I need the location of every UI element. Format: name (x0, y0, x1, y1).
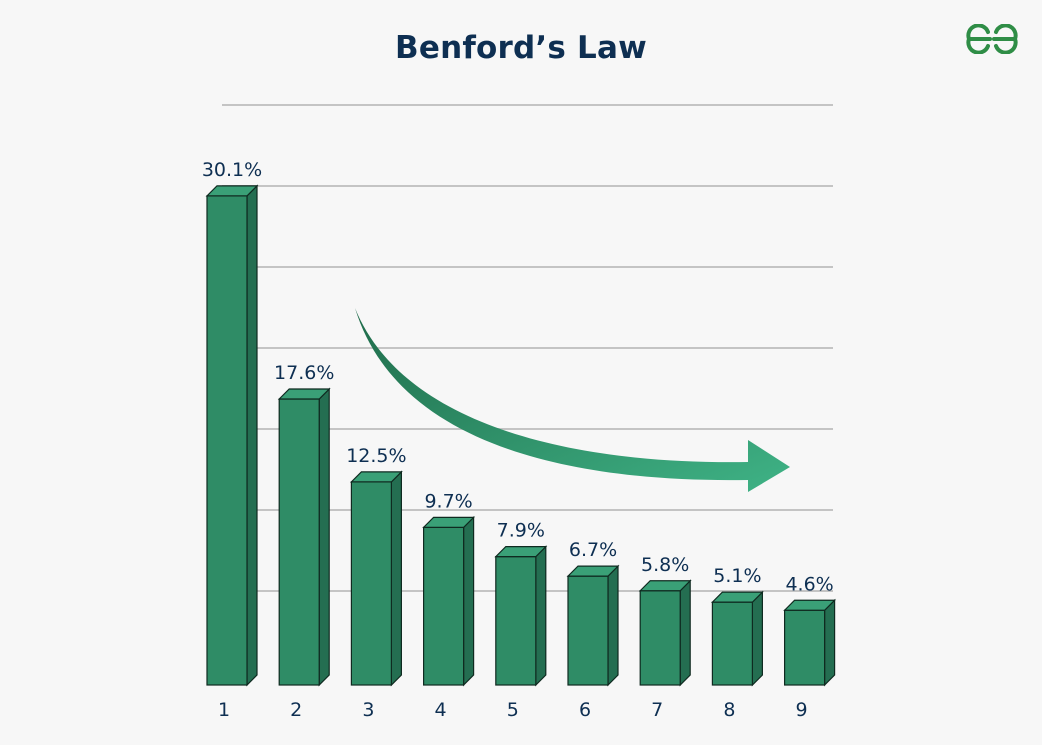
bar-side (463, 515, 475, 687)
x-tick-label: 3 (362, 699, 374, 721)
bar-top (783, 599, 837, 611)
bar-top (422, 516, 476, 528)
bar-side (318, 387, 330, 687)
bar-side (535, 545, 547, 687)
bar (783, 598, 837, 687)
chart-title: Benford’s Law (395, 30, 647, 66)
bar-side (246, 184, 258, 687)
bar (710, 590, 764, 687)
trend-arrow-icon (355, 308, 790, 492)
x-axis-ticks: 1 2 3 4 5 6 7 8 9 (218, 699, 808, 721)
bar-front (783, 609, 826, 686)
bar-side (679, 579, 691, 687)
data-label: 17.6% (274, 362, 334, 384)
x-tick-label: 6 (579, 699, 591, 721)
bar-side (607, 564, 619, 687)
bar-top (638, 580, 692, 592)
bar (494, 545, 548, 687)
bar (638, 579, 692, 687)
bar-front (711, 601, 754, 686)
data-label: 6.7% (569, 539, 617, 561)
data-label: 7.9% (497, 520, 545, 542)
bar (422, 515, 476, 687)
bar-top (277, 388, 331, 400)
data-label: 5.8% (641, 554, 689, 576)
geeksforgeeks-logo-icon (966, 24, 1018, 54)
bar-top (349, 471, 403, 483)
bar-front (350, 481, 392, 686)
bar (349, 470, 403, 687)
x-tick-label: 8 (723, 699, 735, 721)
bar-front (278, 398, 320, 686)
bar-side (751, 590, 764, 687)
bar-front (639, 590, 681, 686)
x-tick-label: 5 (507, 699, 519, 721)
bars (205, 184, 837, 687)
bar (566, 564, 620, 687)
data-label: 9.7% (424, 490, 472, 512)
data-labels: 30.1% 17.6% 12.5% 9.7% 7.9% 6.7% 5.8% 5.1% 4.6% (202, 159, 834, 595)
data-label: 5.1% (713, 565, 761, 587)
data-label: 30.1% (202, 159, 262, 181)
bar (205, 184, 259, 687)
bar-side (390, 470, 402, 687)
bar-top (494, 546, 548, 558)
bar-top (205, 185, 259, 197)
x-tick-label: 4 (435, 699, 447, 721)
x-tick-label: 1 (218, 699, 230, 721)
bar-front (495, 556, 537, 686)
x-tick-label: 9 (796, 699, 808, 721)
data-label: 4.6% (785, 573, 833, 595)
bar-front (206, 195, 248, 686)
bar (277, 387, 331, 687)
bar-side (823, 598, 836, 687)
bar-front (423, 526, 465, 686)
x-tick-label: 2 (290, 699, 302, 721)
bar-front (567, 575, 609, 686)
bar-top (710, 591, 764, 603)
bar-top (566, 565, 620, 577)
x-tick-label: 7 (651, 699, 663, 721)
data-label: 12.5% (346, 445, 406, 467)
